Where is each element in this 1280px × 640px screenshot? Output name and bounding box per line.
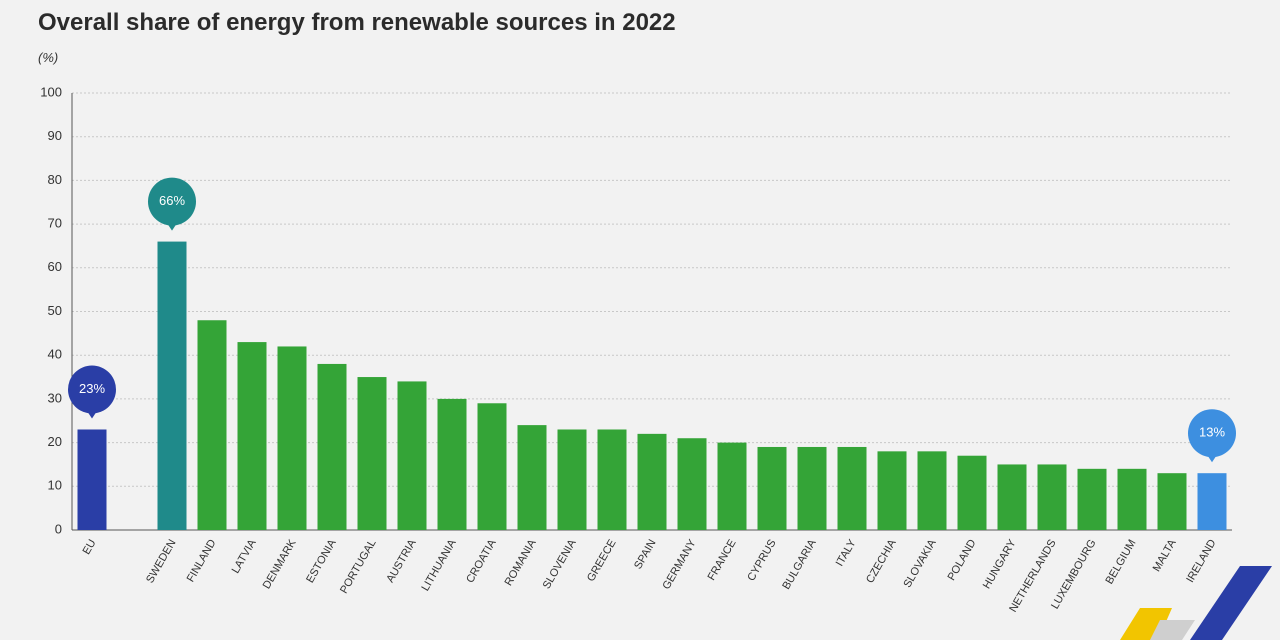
y-tick-label: 80 xyxy=(48,172,62,187)
bar xyxy=(1197,473,1227,530)
bar xyxy=(557,429,587,530)
y-tick-label: 60 xyxy=(48,259,62,274)
y-tick-label: 30 xyxy=(48,390,62,405)
bar xyxy=(157,241,187,530)
y-tick-label: 50 xyxy=(48,303,62,318)
bar xyxy=(637,433,667,530)
y-axis-unit: (%) xyxy=(38,50,58,65)
value-label: 13% xyxy=(1199,425,1225,440)
bar xyxy=(997,464,1027,530)
bar xyxy=(917,451,947,530)
bar xyxy=(597,429,627,530)
bar xyxy=(197,320,227,530)
logo-shape xyxy=(1190,566,1272,640)
y-tick-label: 70 xyxy=(48,216,62,231)
bar xyxy=(957,455,987,530)
bar xyxy=(837,446,867,530)
y-tick-label: 10 xyxy=(48,478,62,493)
bar xyxy=(397,381,427,530)
bar xyxy=(77,429,107,530)
bar xyxy=(1117,468,1147,530)
bar xyxy=(517,425,547,530)
value-label: 23% xyxy=(79,381,105,396)
bar xyxy=(717,442,747,530)
bar xyxy=(877,451,907,530)
bar xyxy=(757,446,787,530)
bar xyxy=(357,377,387,530)
y-tick-label: 0 xyxy=(55,521,62,536)
chart-title: Overall share of energy from renewable s… xyxy=(38,9,676,36)
y-tick-label: 90 xyxy=(48,128,62,143)
label-bubble xyxy=(1188,409,1236,458)
logo-shape xyxy=(1150,620,1195,640)
bar xyxy=(1077,468,1107,530)
y-tick-label: 40 xyxy=(48,347,62,362)
y-tick-label: 20 xyxy=(48,434,62,449)
bar xyxy=(797,446,827,530)
bar xyxy=(1157,473,1187,530)
label-bubble xyxy=(148,177,196,226)
bar xyxy=(677,438,707,530)
logo xyxy=(1120,566,1272,640)
label-bubble xyxy=(68,365,116,414)
y-tick-label: 100 xyxy=(40,84,62,99)
value-label: 66% xyxy=(159,193,185,208)
bar xyxy=(277,346,307,530)
bar xyxy=(237,342,267,530)
bar xyxy=(477,403,507,530)
bar xyxy=(1037,464,1067,530)
bar xyxy=(317,363,347,530)
bar xyxy=(437,398,467,530)
